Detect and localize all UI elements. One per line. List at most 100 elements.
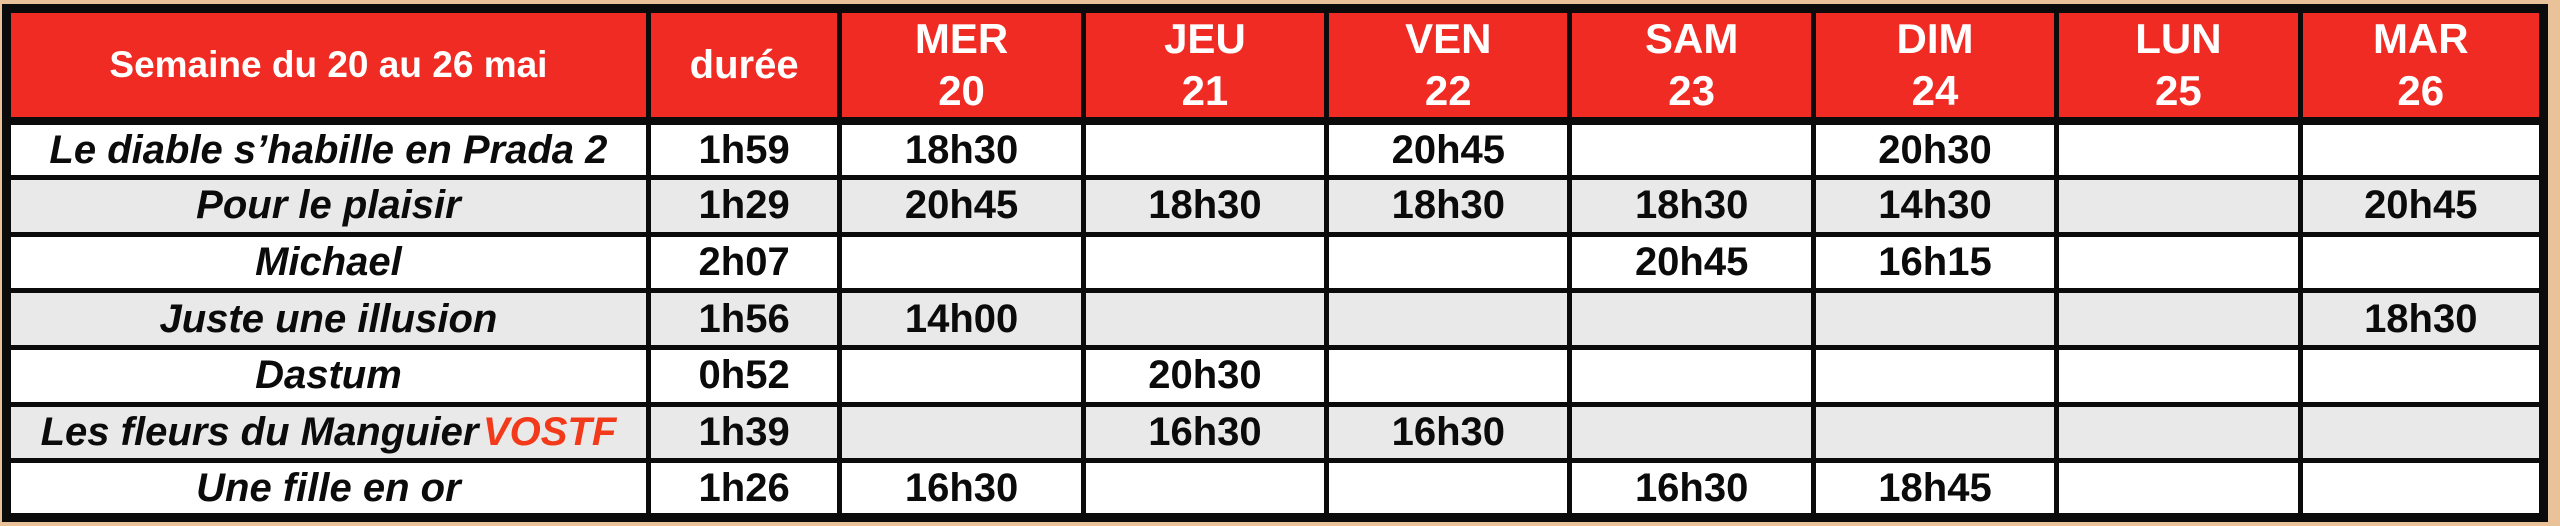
- showtime-cell: [2054, 231, 2303, 294]
- film-title-cell: Les fleurs du Manguier VOSTF: [4, 401, 651, 464]
- film-title-cell: Le diable s’habille en Prada 2: [4, 118, 651, 181]
- day-name: DIM: [1896, 15, 1974, 62]
- film-title-cell: Une fille en or: [4, 458, 651, 520]
- film-title: Michael: [255, 240, 402, 285]
- day-number: 20: [938, 67, 985, 114]
- showtime-cell: [1080, 288, 1330, 351]
- day-header-cell-sam: SAM 23: [1567, 6, 1816, 125]
- day-name: MER: [914, 15, 1009, 62]
- film-title-cell: Pour le plaisir: [4, 175, 651, 237]
- vostf-label: VOSTF: [482, 410, 617, 455]
- duration-cell: 1h29: [645, 175, 843, 237]
- day-number: 26: [2397, 67, 2445, 114]
- film-title-cell: Juste une illusion: [4, 288, 651, 351]
- film-title: Une fille en or: [196, 465, 461, 510]
- showtime-cell: [2054, 175, 2303, 237]
- showtime-cell: 16h30: [837, 458, 1086, 520]
- showtime-cell: [1324, 288, 1573, 351]
- film-row: Michael 2h07 20h45 16h15: [4, 231, 2547, 294]
- cinema-schedule-table: Semaine du 20 au 26 mai durée MER 20 JEU…: [2, 4, 2548, 522]
- film-row: Les fleurs du Manguier VOSTF 1h39 16h30 …: [4, 401, 2547, 464]
- showtime-cell: [1324, 458, 1573, 520]
- day-number: 24: [1911, 67, 1959, 114]
- film-title: Dastum: [255, 353, 402, 398]
- showtime-cell: [837, 345, 1086, 407]
- showtime-cell: [2297, 345, 2547, 407]
- duration-label: durée: [689, 42, 799, 87]
- showtime-cell: 18h30: [2297, 288, 2547, 351]
- showtime-cell: [1324, 231, 1573, 294]
- showtime-cell: [1080, 231, 1330, 294]
- day-header-cell-dim: DIM 24: [1810, 6, 2060, 125]
- showtime-cell: 16h30: [1324, 401, 1573, 464]
- showtime-cell: [1567, 118, 1816, 181]
- showtime-cell: [2297, 231, 2547, 294]
- header-row: Semaine du 20 au 26 mai durée MER 20 JEU…: [4, 6, 2547, 125]
- day-header-cell-mer: MER 20: [837, 6, 1086, 125]
- showtime-cell: 14h00: [837, 288, 1086, 351]
- film-row: Pour le plaisir 1h29 20h45 18h30 18h30 1…: [4, 175, 2547, 237]
- week-header-cell: Semaine du 20 au 26 mai: [4, 6, 651, 125]
- duration-cell: 1h59: [645, 118, 843, 181]
- duration-cell: 0h52: [645, 345, 843, 407]
- showtime-cell: [1080, 458, 1330, 520]
- day-header-cell-mar: MAR 26: [2297, 6, 2547, 125]
- showtime-cell: [837, 401, 1086, 464]
- showtime-cell: [1810, 288, 2060, 351]
- showtime-cell: 20h30: [1080, 345, 1330, 407]
- showtime-cell: [2054, 458, 2303, 520]
- showtime-cell: [1810, 401, 2060, 464]
- showtime-cell: 20h45: [1567, 231, 1816, 294]
- film-title: Le diable s’habille en Prada 2: [49, 127, 608, 172]
- duration-cell: 1h56: [645, 288, 843, 351]
- showtime-cell: [2054, 288, 2303, 351]
- showtime-cell: [1324, 345, 1573, 407]
- showtime-cell: [2054, 401, 2303, 464]
- film-row: Une fille en or 1h26 16h30 16h30 18h45: [4, 458, 2547, 520]
- showtime-cell: 16h15: [1810, 231, 2060, 294]
- showtime-cell: 20h45: [2297, 175, 2547, 237]
- showtime-cell: [1567, 401, 1816, 464]
- film-row: Dastum 0h52 20h30: [4, 345, 2547, 407]
- duration-header-cell: durée: [645, 6, 843, 125]
- film-title: Les fleurs du Manguier: [40, 410, 479, 455]
- day-name: LUN: [2135, 15, 2222, 62]
- showtime-cell: [1080, 118, 1330, 181]
- day-name: JEU: [1164, 15, 1246, 62]
- film-title: Juste une illusion: [159, 296, 498, 341]
- day-name: VEN: [1405, 15, 1492, 62]
- day-number: 21: [1181, 67, 1229, 114]
- film-title-cell: Michael: [4, 231, 651, 294]
- showtime-cell: [2054, 345, 2303, 407]
- film-title-cell: Dastum: [4, 345, 651, 407]
- showtime-cell: 16h30: [1080, 401, 1330, 464]
- day-header-cell-lun: LUN 25: [2054, 6, 2303, 125]
- duration-cell: 1h26: [645, 458, 843, 520]
- showtime-cell: [837, 231, 1086, 294]
- showtime-cell: 18h30: [1567, 175, 1816, 237]
- showtime-cell: 18h45: [1810, 458, 2060, 520]
- film-row: Juste une illusion 1h56 14h00 18h30: [4, 288, 2547, 351]
- duration-cell: 2h07: [645, 231, 843, 294]
- showtime-cell: 18h30: [1080, 175, 1330, 237]
- showtime-cell: 20h45: [837, 175, 1086, 237]
- day-header-cell-jeu: JEU 21: [1080, 6, 1330, 125]
- day-name: SAM: [1644, 15, 1739, 62]
- week-label: Semaine du 20 au 26 mai: [109, 44, 548, 85]
- day-name: MAR: [2372, 15, 2469, 62]
- film-title: Pour le plaisir: [196, 183, 461, 228]
- showtime-cell: 20h30: [1810, 118, 2060, 181]
- showtime-cell: 18h30: [1324, 175, 1573, 237]
- showtime-cell: 18h30: [837, 118, 1086, 181]
- day-number: 25: [2155, 67, 2202, 114]
- showtime-cell: [1567, 288, 1816, 351]
- duration-cell: 1h39: [645, 401, 843, 464]
- showtime-cell: 14h30: [1810, 175, 2060, 237]
- showtime-cell: [1810, 345, 2060, 407]
- showtime-cell: 16h30: [1567, 458, 1816, 520]
- day-number: 22: [1424, 67, 1472, 114]
- day-header-cell-ven: VEN 22: [1324, 6, 1573, 125]
- showtime-cell: [2054, 118, 2303, 181]
- showtime-cell: 20h45: [1324, 118, 1573, 181]
- showtime-cell: [2297, 118, 2547, 181]
